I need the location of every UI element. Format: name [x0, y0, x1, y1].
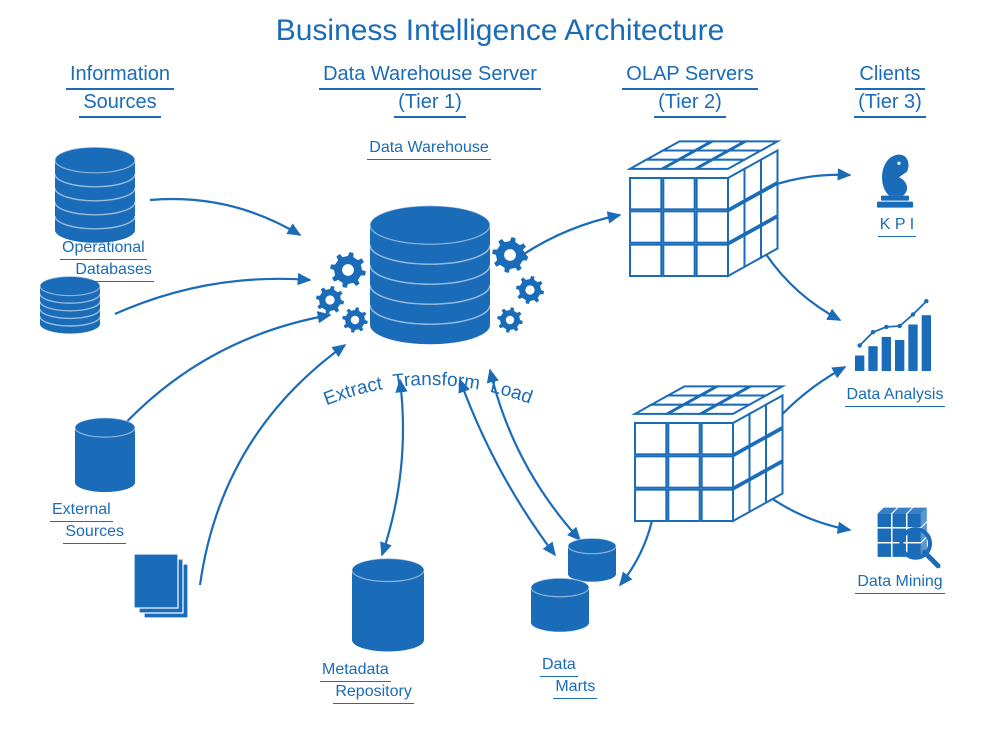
node-mining — [878, 508, 938, 566]
node-cube2 — [635, 386, 783, 521]
node-analysis — [855, 299, 931, 371]
diagram-stage: Business Intelligence Architecture Extra… — [0, 0, 1000, 750]
label-metadata: Metadata Repository — [320, 660, 460, 704]
node-mart1 — [568, 538, 616, 581]
node-ext_files — [134, 554, 188, 618]
node-cube1 — [630, 141, 778, 276]
node-op_db — [55, 147, 135, 243]
node-mart2 — [531, 578, 589, 632]
node-kpi — [877, 155, 913, 208]
node-metadata — [352, 558, 424, 651]
column-header: InformationSources — [0, 62, 240, 118]
label-operational-db: Operational Databases — [60, 238, 180, 282]
node-op_db2 — [40, 276, 100, 333]
label-datamarts: Data Marts — [540, 655, 640, 699]
column-header: Data Warehouse Server(Tier 1) — [310, 62, 550, 118]
column-header: Clients(Tier 3) — [770, 62, 1000, 118]
label-analysis: Data Analysis — [840, 385, 950, 407]
label-data-warehouse: Data Warehouse — [364, 138, 494, 160]
etl-label: Extract Transform Load — [321, 369, 535, 410]
label-external-sources: External Sources — [50, 500, 170, 544]
node-warehouse — [370, 206, 490, 344]
label-kpi: K P I — [862, 215, 932, 237]
node-ext_src — [75, 418, 135, 492]
label-mining: Data Mining — [850, 572, 950, 594]
